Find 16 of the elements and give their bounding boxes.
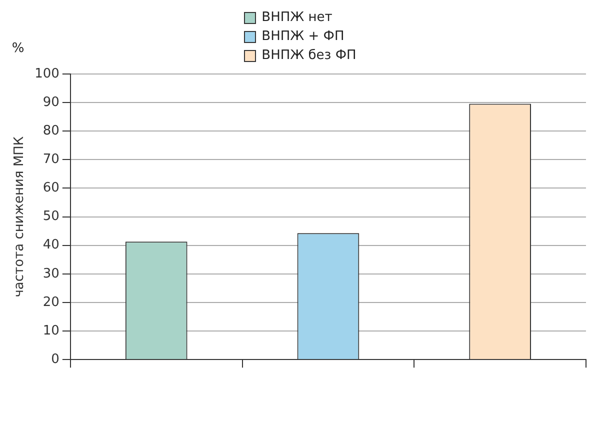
- y-tick-label: 20: [42, 294, 60, 310]
- y-axis-title: частота снижения МПК: [12, 136, 28, 298]
- y-tick-label: 90: [42, 94, 60, 110]
- text: %: [12, 41, 24, 56]
- legend-label: ВНПЖ без ФП: [262, 47, 356, 65]
- legend-label: ВНПЖ + ФП: [262, 28, 344, 46]
- y-tick-label: 0: [51, 352, 60, 367]
- y-tick-label: 70: [42, 152, 60, 168]
- y-tick-label: 10: [42, 323, 60, 338]
- y-tick-label: 40: [42, 238, 60, 253]
- y-tick-label: 80: [42, 123, 60, 138]
- y-tick-label: 30: [42, 266, 60, 282]
- y-tick-label: 50: [42, 209, 60, 224]
- legend-label: ВНПЖ нет: [262, 9, 332, 27]
- y-tick-label: 60: [42, 180, 60, 196]
- y-tick-label: 100: [34, 66, 60, 82]
